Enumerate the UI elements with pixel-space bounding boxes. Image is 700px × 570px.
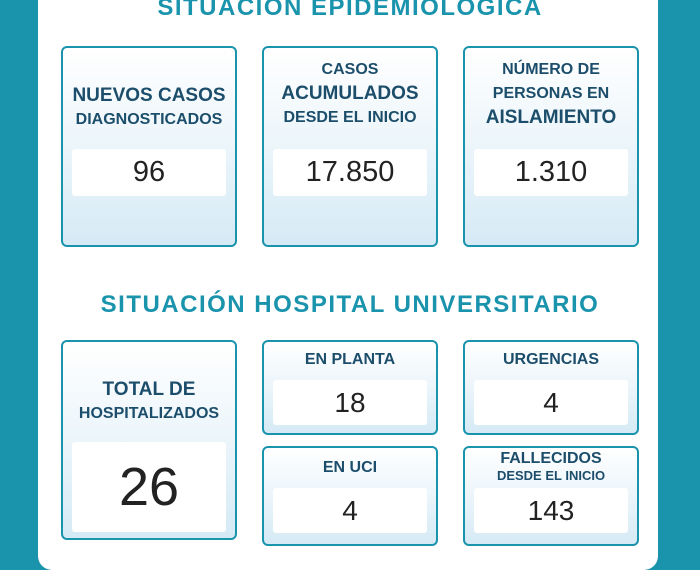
- fallecidos-line2: DESDE EL INICIO: [496, 468, 606, 483]
- en-uci-value: 4: [273, 488, 427, 533]
- casos-acumulados-line3: DESDE EL INICIO: [283, 109, 417, 126]
- nuevos-casos-line2: DIAGNOSTICADOS: [75, 111, 223, 128]
- card-fallecidos: FALLECIDOS DESDE EL INICIO 143: [463, 446, 639, 546]
- section-title-epidemiologica: SITUACIÓN EPIDEMIOLÓGICA: [157, 0, 543, 21]
- aislamiento-value: 1.310: [474, 149, 628, 196]
- total-line2: HOSPITALIZADOS: [78, 405, 220, 422]
- card-urgencias: URGENCIAS 4: [463, 340, 639, 435]
- fallecidos-value: 143: [474, 488, 628, 533]
- card-nuevos-casos: NUEVOS CASOS DIAGNOSTICADOS 96: [61, 46, 237, 247]
- fallecidos-line1: FALLECIDOS: [500, 450, 602, 467]
- nuevos-casos-line1: NUEVOS CASOS: [72, 85, 226, 106]
- section-title-hospital: SITUACIÓN HOSPITAL UNIVERSITARIO: [100, 291, 600, 318]
- urgencias-label: URGENCIAS: [502, 351, 599, 368]
- total-hospitalizados-value: 26: [72, 442, 226, 532]
- en-uci-label: EN UCI: [322, 459, 378, 476]
- en-planta-value: 18: [273, 380, 427, 425]
- aislamiento-line1: NÚMERO DE: [502, 61, 600, 78]
- card-en-uci: EN UCI 4: [262, 446, 438, 546]
- card-casos-acumulados: CASOS ACUMULADOS DESDE EL INICIO 17.850: [262, 46, 438, 247]
- card-en-planta: EN PLANTA 18: [262, 340, 438, 435]
- nuevos-casos-value: 96: [72, 149, 226, 196]
- en-planta-label: EN PLANTA: [304, 351, 396, 368]
- casos-acumulados-line1: CASOS: [321, 61, 379, 78]
- card-total-hospitalizados: TOTAL DE HOSPITALIZADOS 26: [61, 340, 237, 540]
- total-line1: TOTAL DE: [102, 379, 196, 400]
- casos-acumulados-line2: ACUMULADOS: [281, 83, 419, 104]
- urgencias-value: 4: [474, 380, 628, 425]
- casos-acumulados-value: 17.850: [273, 149, 427, 196]
- aislamiento-line3: AISLAMIENTO: [485, 107, 617, 128]
- aislamiento-line2: PERSONAS EN: [492, 85, 610, 102]
- card-aislamiento: NÚMERO DE PERSONAS EN AISLAMIENTO 1.310: [463, 46, 639, 247]
